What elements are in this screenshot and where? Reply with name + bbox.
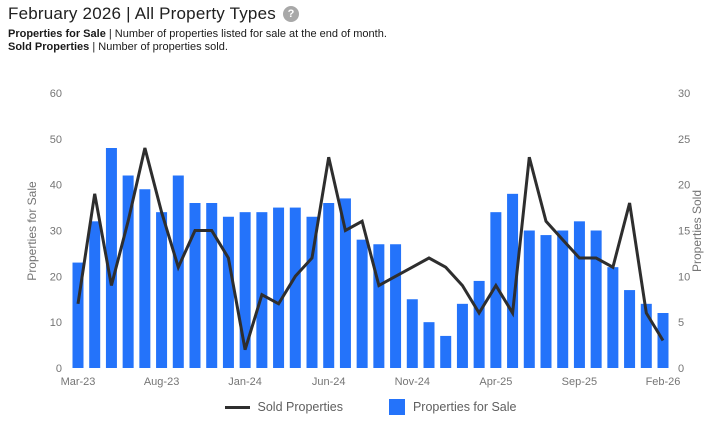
x-axis-tick-Apr-25: Apr-25 bbox=[479, 376, 512, 388]
left-axis-title: Properties for Sale bbox=[25, 181, 39, 281]
right-axis-tick: 15 bbox=[678, 226, 690, 238]
right-axis-title: Properties Sold bbox=[690, 190, 704, 272]
bar-Jul-23[interactable] bbox=[139, 189, 151, 368]
sold-properties-line[interactable] bbox=[76, 147, 665, 351]
x-axis-tick-Mar-23: Mar-23 bbox=[61, 376, 96, 388]
bar-Apr-24[interactable] bbox=[289, 207, 301, 368]
subtitle-term-properties-for-sale: Properties for Sale bbox=[8, 28, 106, 40]
bar-Jul-25[interactable] bbox=[540, 235, 552, 368]
bar-Jul-24[interactable] bbox=[339, 198, 351, 368]
bar-Mar-25[interactable] bbox=[473, 280, 485, 368]
subtitle-term-sold-properties: Sold Properties bbox=[8, 40, 90, 53]
legend-label-properties-for-sale: Properties for Sale bbox=[412, 400, 517, 414]
help-icon[interactable]: ? bbox=[282, 6, 299, 22]
bar-Dec-23[interactable] bbox=[222, 216, 234, 368]
bar-Oct-25[interactable] bbox=[590, 230, 602, 369]
bar-Apr-25[interactable] bbox=[490, 212, 502, 368]
bar-Dec-25[interactable] bbox=[624, 290, 636, 368]
left-axis-tick: 60 bbox=[50, 88, 62, 100]
subtitle-sold-properties: Sold Properties | Number of properties s… bbox=[8, 41, 387, 54]
bar-Jun-24[interactable] bbox=[323, 203, 335, 368]
x-axis-tick-Nov-24: Nov-24 bbox=[395, 376, 430, 388]
bar-May-23[interactable] bbox=[105, 148, 117, 368]
right-axis-tick: 10 bbox=[678, 271, 690, 283]
bar-Nov-24[interactable] bbox=[406, 299, 418, 368]
left-axis-tick: 10 bbox=[50, 317, 62, 329]
right-axis-tick: 0 bbox=[678, 363, 684, 375]
left-axis-tick: 30 bbox=[50, 226, 62, 238]
bar-Apr-23[interactable] bbox=[89, 221, 101, 368]
bar-Aug-23[interactable] bbox=[156, 212, 168, 368]
subtitle-properties-for-sale: Properties for Sale | Number of properti… bbox=[8, 28, 387, 41]
bar-Jan-24[interactable] bbox=[239, 212, 251, 368]
bar-Aug-24[interactable] bbox=[356, 239, 368, 368]
bar-Dec-24[interactable] bbox=[423, 322, 435, 368]
bar-Nov-25[interactable] bbox=[607, 267, 619, 368]
subtitle-desc-sold-properties: | Number of properties sold. bbox=[89, 40, 228, 53]
bar-Feb-24[interactable] bbox=[256, 212, 268, 368]
right-axis-tick: 20 bbox=[678, 180, 690, 192]
bar-Mar-24[interactable] bbox=[273, 207, 285, 368]
bar-Jan-26[interactable] bbox=[640, 303, 652, 368]
bar-Mar-23[interactable] bbox=[72, 262, 84, 368]
page-title: February 2026 | All Property Types bbox=[8, 4, 276, 23]
line-swatch bbox=[224, 405, 250, 409]
bar-Feb-25[interactable] bbox=[456, 303, 468, 368]
bar-Sep-25[interactable] bbox=[573, 221, 585, 368]
x-axis-tick-Aug-23: Aug-23 bbox=[144, 376, 179, 388]
bar-May-25[interactable] bbox=[507, 193, 519, 368]
left-axis-tick: 20 bbox=[50, 271, 62, 283]
chart-legend: Sold Properties Properties for Sale bbox=[0, 399, 727, 415]
x-axis-tick-Feb-26: Feb-26 bbox=[646, 376, 681, 388]
bar-Nov-23[interactable] bbox=[206, 203, 218, 368]
legend-item-properties-for-sale[interactable]: Properties for Sale bbox=[388, 399, 517, 415]
bar-Aug-25[interactable] bbox=[557, 230, 569, 369]
bar-Oct-24[interactable] bbox=[390, 244, 402, 368]
left-axis-tick: 40 bbox=[50, 180, 62, 192]
bar-Jun-25[interactable] bbox=[523, 230, 535, 369]
legend-item-sold-properties[interactable]: Sold Properties bbox=[224, 400, 343, 414]
bar-Sep-24[interactable] bbox=[373, 244, 385, 368]
bar-Jan-25[interactable] bbox=[440, 335, 452, 368]
bar-Oct-23[interactable] bbox=[189, 203, 201, 368]
subtitle-desc-properties-for-sale: | Number of properties listed for sale a… bbox=[105, 28, 387, 40]
right-axis-tick: 25 bbox=[678, 134, 690, 146]
right-axis-tick: 5 bbox=[678, 317, 684, 329]
left-axis-tick: 0 bbox=[56, 363, 62, 375]
bar-May-24[interactable] bbox=[306, 216, 318, 368]
left-axis-tick: 50 bbox=[50, 134, 62, 146]
x-axis-tick-Sep-25: Sep-25 bbox=[562, 376, 597, 388]
legend-label-sold-properties: Sold Properties bbox=[257, 400, 343, 414]
right-axis-tick: 30 bbox=[678, 88, 690, 100]
bar-Jun-23[interactable] bbox=[122, 175, 134, 369]
chart-header: February 2026 | All Property Types ? Pro… bbox=[8, 4, 387, 53]
x-axis-tick-Jan-24: Jan-24 bbox=[228, 376, 262, 388]
x-axis-tick-Jun-24: Jun-24 bbox=[312, 376, 346, 388]
bar-swatch bbox=[388, 399, 405, 415]
bar-Sep-23[interactable] bbox=[172, 175, 184, 369]
